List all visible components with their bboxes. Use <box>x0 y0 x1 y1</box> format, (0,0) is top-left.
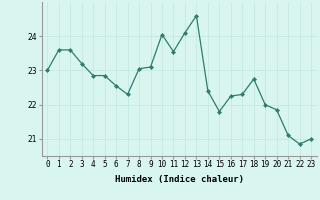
X-axis label: Humidex (Indice chaleur): Humidex (Indice chaleur) <box>115 175 244 184</box>
